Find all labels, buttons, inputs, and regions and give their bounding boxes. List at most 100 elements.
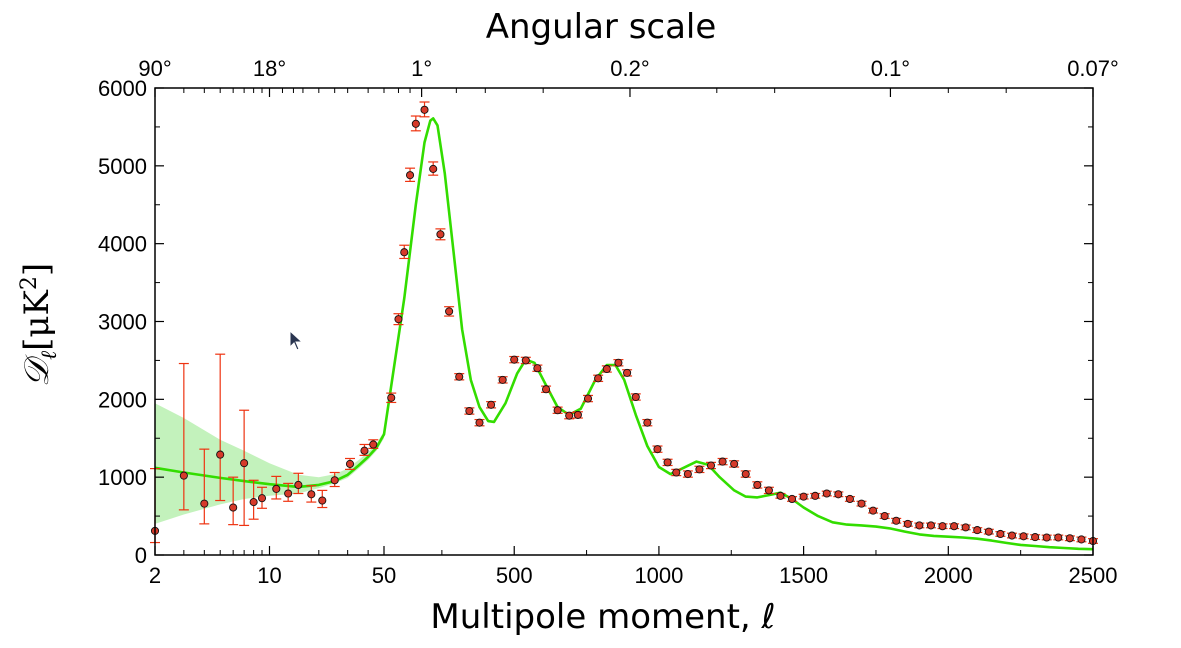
data-point-8 [272,484,281,493]
data-point-2 [200,499,209,508]
data-point-43 [631,392,640,402]
data-point-44 [643,418,652,427]
data-point-59 [811,491,820,500]
data-point-38 [583,394,593,403]
data-point-65 [880,512,889,521]
data-point-64 [869,506,878,515]
model-curve-layer [154,117,1094,551]
mouse-pointer-icon [289,330,304,351]
x-tick-label-6: 2000 [924,563,973,588]
data-point-58 [799,492,808,501]
model-curve [154,117,1094,551]
data-point-81 [1065,534,1074,543]
data-point-16 [369,440,378,449]
y-tick-label-2: 2000 [98,387,147,412]
data-point-47 [672,468,681,477]
data-point-66 [892,516,901,525]
x-tick-label-4: 1000 [634,563,683,588]
y-label-subscript: ℓ [37,350,62,360]
data-point-70 [938,522,947,531]
data-point-19 [400,248,409,257]
data-point-52 [730,459,739,468]
axes-layer: 0 1000 2000 3000 4000 5000 6000 2 10 50 500 1000 150… [98,56,1119,588]
data-point-41 [614,358,623,367]
data-point-10 [294,480,303,490]
data-point-21 [411,119,420,128]
data-point-67 [903,519,912,528]
data-point-75 [996,529,1005,539]
data-point-20 [405,171,415,180]
y-tick-label-4: 4000 [98,232,147,257]
data-points-layer [150,101,1098,546]
data-point-23 [429,164,438,173]
data-point-35 [553,406,562,415]
data-point-46 [663,458,672,467]
y-axis-label: 𝒟ℓ[μK2] [17,263,62,387]
data-point-55 [764,486,773,495]
data-point-69 [926,521,935,530]
data-point-11 [307,490,316,499]
data-point-36 [565,411,574,420]
data-point-37 [573,410,582,419]
data-point-50 [706,461,716,470]
data-point-62 [845,494,854,504]
top-axis-title: Angular scale [486,7,717,47]
data-point-54 [753,480,762,490]
y-tick-label-1: 1000 [98,465,147,490]
data-point-76 [1007,531,1017,540]
data-point-1 [179,471,188,480]
data-point-42 [623,368,632,377]
data-point-32 [521,356,530,365]
x-tick-label-5: 1500 [779,563,828,588]
data-point-26 [455,372,464,381]
data-point-27 [465,406,474,416]
data-point-14 [345,459,355,468]
data-point-12 [318,496,327,505]
data-point-39 [594,374,603,383]
data-point-79 [1042,533,1051,542]
data-point-7 [257,494,267,503]
y-tick-label-3: 3000 [98,310,147,335]
data-point-53 [741,470,750,479]
top-tick-label-4: 0.1° [871,56,910,81]
top-tick-label-3: 0.2° [610,56,649,81]
data-point-56 [776,491,785,500]
x-tick-label-3: 500 [496,563,533,588]
data-point-60 [822,489,831,498]
x-tick-label-7: 2500 [1069,563,1118,588]
data-point-22 [420,105,429,114]
data-point-15 [360,446,369,455]
data-point-18 [394,315,403,324]
data-point-30 [498,375,507,384]
data-point-6 [249,498,258,507]
x-tick-label-1: 10 [257,563,281,588]
data-point-31 [510,355,519,364]
top-tick-label-2: 1° [411,56,432,81]
data-point-48 [683,470,692,479]
data-point-33 [533,364,542,373]
data-point-63 [857,499,866,508]
data-point-17 [387,393,396,402]
x-tick-label-2: 50 [372,563,396,588]
data-point-61 [834,490,843,499]
y-tick-label-0: 0 [135,543,147,568]
svg-text:𝒟ℓ[μK2]: 𝒟ℓ[μK2] [17,263,62,387]
data-point-74 [984,527,993,536]
data-point-3 [216,450,225,459]
data-point-5 [240,459,249,468]
top-tick-label-0: 90° [138,56,171,81]
variance-band-layer [155,403,384,524]
data-point-45 [653,445,662,454]
y-label-unit: [μK [17,289,57,350]
data-point-77 [1019,532,1028,541]
x-tick-label-0: 2 [149,563,161,588]
y-label-superscript: 2 [17,276,42,290]
data-point-28 [475,418,484,427]
data-point-40 [602,364,611,374]
x-axis-label: Multipole moment, ℓ [430,597,775,637]
data-point-78 [1031,533,1040,542]
data-point-9 [284,489,293,498]
data-point-80 [1054,533,1063,542]
data-point-51 [718,457,727,466]
